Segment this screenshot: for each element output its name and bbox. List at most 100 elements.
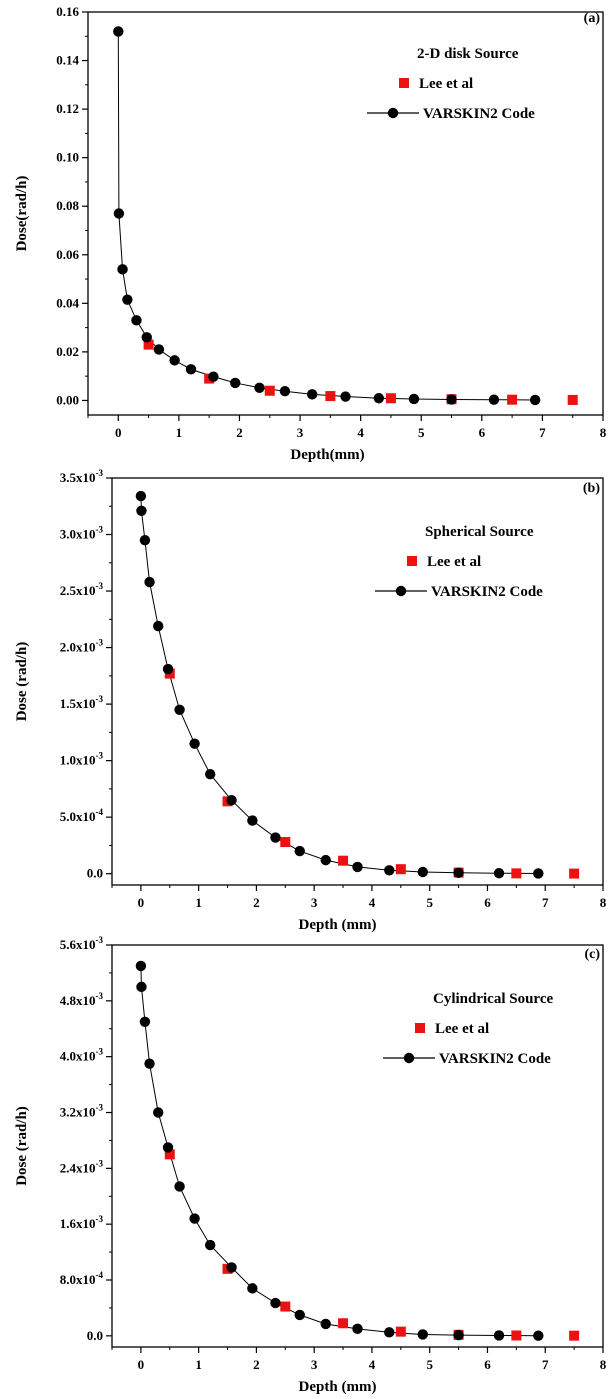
- varskin-data-point: [230, 377, 241, 389]
- panel-tag: (a): [584, 11, 601, 26]
- varskin-data-point: [162, 663, 174, 675]
- x-tick-label: 2: [236, 425, 243, 440]
- y-tick-label: 0.0: [87, 866, 103, 881]
- varskin-data-point: [453, 1329, 464, 1341]
- x-tick-label: 6: [479, 425, 486, 440]
- varskin-data-point: [189, 738, 200, 749]
- y-tick-label: 4.8x10-3: [60, 991, 104, 1008]
- x-tick-label: 4: [369, 1357, 376, 1372]
- legend-varskin-label: VARSKIN2 Code: [431, 584, 543, 600]
- x-tick-label: 3: [297, 425, 304, 440]
- x-tick-label: 0: [115, 425, 122, 440]
- chart-panel-2: 0 1 2 3 4 5 6 7 8 0.0 5.0x10-4 1.0x10-3 1.5x10-3 2.0x…: [14, 468, 607, 933]
- x-tick-label: 8: [600, 1357, 607, 1372]
- lee-data-point: [395, 864, 406, 875]
- varskin-data-point: [247, 815, 258, 826]
- varskin-data-point: [294, 1309, 305, 1321]
- y-tick-label: 3.0x10-3: [60, 525, 104, 542]
- varskin-data-point: [122, 294, 133, 305]
- varskin-data-point: [153, 1107, 164, 1118]
- y-tick-label: 0.10: [56, 150, 79, 165]
- varskin-data-point: [162, 1142, 174, 1153]
- varskin-data-point: [169, 355, 180, 366]
- x-tick-label: 2: [253, 895, 260, 910]
- lee-data-point: [511, 1330, 522, 1341]
- x-tick-label: 5: [418, 425, 425, 440]
- x-tick-label: 7: [539, 425, 546, 440]
- legend: Cylindrical Source Lee et al VARSKIN2 Code: [383, 991, 553, 1067]
- varskin-data-point: [247, 1283, 258, 1294]
- varskin-data-point: [135, 490, 147, 502]
- legend-lee-marker: [399, 78, 409, 88]
- x-tick-label: 5: [426, 1357, 433, 1372]
- y-axis-title: Dose (rad/h): [14, 1106, 30, 1186]
- x-tick-label: 6: [484, 1357, 491, 1372]
- varskin-data-point: [270, 1297, 281, 1309]
- legend-varskin-label: VARSKIN2 Code: [439, 1051, 551, 1067]
- varskin-data-point: [113, 208, 125, 219]
- varskin-data-point: [136, 981, 147, 993]
- varskin-data-point: [153, 344, 165, 355]
- varskin-data-point: [417, 866, 428, 878]
- y-tick-label: 2.0x10-3: [60, 638, 104, 655]
- legend-varskin-marker: [395, 585, 407, 597]
- varskin-data-point: [533, 868, 544, 879]
- y-tick-label: 2.5x10-3: [60, 581, 104, 598]
- y-tick-label: 0.0: [87, 1328, 103, 1343]
- x-tick-label: 0: [138, 895, 145, 910]
- y-tick-label: 8.0x10-4: [60, 1270, 104, 1287]
- y-tick-label: 1.6x10-3: [60, 1214, 104, 1231]
- varskin-data-point: [493, 1330, 505, 1341]
- x-tick-label: 6: [484, 895, 491, 910]
- lee-data-point: [338, 855, 349, 866]
- lee-data-point: [567, 394, 578, 405]
- y-tick-label: 0.14: [56, 53, 79, 68]
- legend-lee-marker: [407, 556, 417, 566]
- plot-frame: [111, 944, 604, 1348]
- lee-data-point: [264, 385, 275, 396]
- varskin-data-point: [417, 1329, 428, 1340]
- y-tick-label: 0.04: [56, 295, 79, 310]
- x-axis-title: Depth(mm): [290, 447, 364, 463]
- varskin-data-point: [174, 1181, 185, 1192]
- y-tick-label: 0.08: [56, 198, 79, 213]
- varskin-data-point: [226, 1262, 237, 1273]
- lee-data-point: [325, 391, 336, 402]
- varskin-data-point: [205, 1239, 216, 1251]
- x-tick-label: 1: [176, 425, 183, 440]
- lee-data-point: [338, 1318, 349, 1329]
- varskin-data-point: [340, 391, 351, 402]
- x-tick-label: 3: [311, 1357, 318, 1372]
- lee-data-point: [395, 1326, 406, 1337]
- varskin-data-point: [373, 393, 385, 404]
- legend-lee-label: Lee et al: [427, 554, 481, 570]
- y-axis-title: Dose(rad/h): [14, 176, 30, 252]
- varskin-data-point: [174, 704, 185, 715]
- legend-varskin-marker: [403, 1052, 415, 1064]
- y-tick-label: 1.0x10-3: [60, 751, 104, 768]
- lee-data-point: [280, 837, 291, 848]
- varskin-data-point: [493, 868, 505, 879]
- varskin-data-point: [279, 386, 291, 397]
- y-axis-title: Dose (rad/h): [14, 642, 30, 722]
- legend: Spherical Source Lee et al VARSKIN2 Code: [375, 524, 543, 600]
- y-tick-label: 5.6x10-3: [60, 935, 104, 952]
- y-tick-label: 3.2x10-3: [60, 1103, 104, 1120]
- varskin-data-point: [384, 865, 395, 876]
- varskin-data-point: [208, 371, 219, 382]
- varskin-data-point: [139, 1016, 151, 1027]
- varskin-data-point: [144, 576, 155, 588]
- lee-data-point: [280, 1301, 291, 1312]
- varskin-data-point: [117, 264, 128, 275]
- varskin-data-point: [113, 26, 124, 37]
- varskin-data-point: [294, 845, 305, 857]
- varskin-data-point: [135, 960, 147, 972]
- varskin-data-point: [320, 1318, 331, 1330]
- varskin-data-point: [131, 315, 142, 326]
- legend-title: Cylindrical Source: [433, 991, 553, 1007]
- varskin-data-point: [254, 382, 265, 394]
- y-tick-label: 0.00: [56, 392, 79, 407]
- chart-panel-3: 0 1 2 3 4 5 6 7 8 0.0 8.0x10-4 1.6x10-3 2.4x10-3 3.2x…: [14, 935, 607, 1395]
- legend: 2-D disk Source Lee et al VARSKIN2 Code: [367, 46, 535, 122]
- x-tick-label: 5: [426, 895, 433, 910]
